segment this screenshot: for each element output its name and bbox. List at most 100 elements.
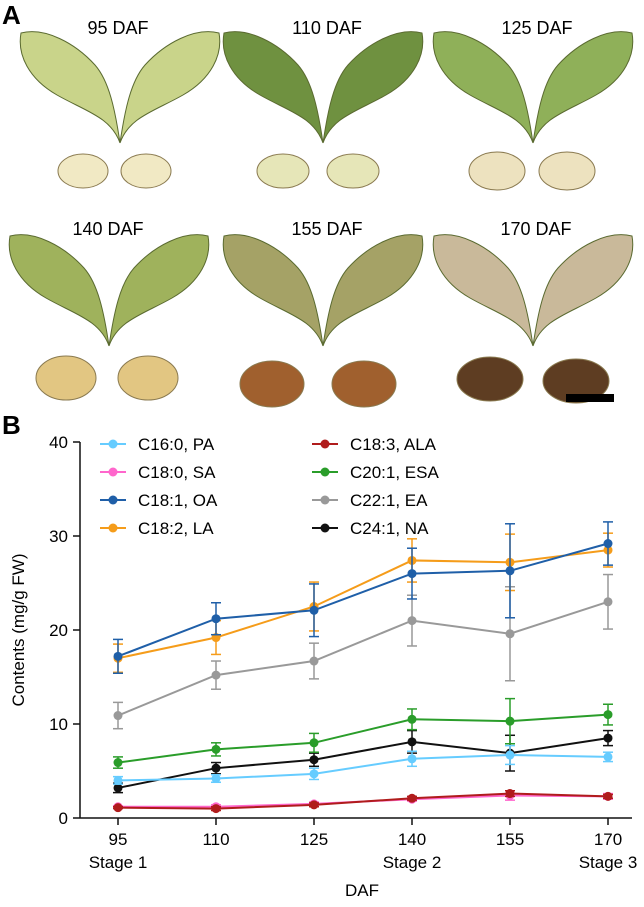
data-point [407,569,417,579]
x-tick-label: 140 [398,830,426,849]
legend-swatch-marker [108,523,118,533]
x-tick-label: 95 [109,830,128,849]
samara-wings [222,234,424,347]
legend-label: C16:0, PA [138,435,215,454]
seed [542,358,610,404]
x-tick-label: 125 [300,830,328,849]
stage-label: Stage 1 [89,853,148,872]
legend-label: C18:2, LA [138,519,214,538]
data-point [407,737,417,747]
specimen-170: 170 DAF [432,219,634,404]
legend-item: C18:1, OA [100,491,218,510]
y-tick-label: 30 [49,527,68,546]
chart-series [113,521,613,814]
series-line [117,542,609,658]
seed [331,360,397,408]
specimen-label: 155 DAF [291,219,362,239]
series-c18-3-ala [113,789,613,814]
data-point [113,651,123,661]
specimen-label: 110 DAF [292,18,362,38]
seed [35,355,97,401]
specimen-125: 125 DAF [432,18,634,191]
seed [456,356,524,402]
stage-label: Stage 2 [383,853,442,872]
legend-swatch-marker [320,523,330,533]
specimen-110: 110 DAF [222,18,424,189]
series-line [117,549,609,660]
samara-wings [432,234,634,347]
legend-item: C18:3, ALA [312,435,437,454]
chart-legend: C16:0, PA C18:0, SA C18:1, OA C18:2, LA C18:… [100,435,439,538]
data-point [309,656,319,666]
data-point [211,744,221,754]
samara-photo-grid: A 95 DAF 110 DAF 125 DAF 140 DAF [2,0,634,408]
data-point [407,754,417,764]
series-line [117,737,609,789]
x-tick-label: 110 [202,830,229,849]
data-point [113,758,123,768]
data-point [603,539,613,549]
series-c24-1-na [113,729,613,794]
seed [120,153,172,189]
specimen-label: 140 DAF [72,219,143,239]
legend-swatch-marker [320,495,330,505]
series-line [117,713,609,764]
stage-label: Stage 3 [579,853,638,872]
legend-swatch-marker [320,439,330,449]
data-point [113,783,123,793]
legend-item: C18:2, LA [100,519,214,538]
legend-swatch-marker [108,495,118,505]
seed [326,153,380,189]
seed [538,151,596,191]
data-point [505,750,515,760]
seed [117,355,179,401]
series-line [117,600,609,717]
panel-b: B 0 10 20 30 40 95 110 125 140 155 170 Stage 1 Stage… [0,410,644,902]
data-point [211,614,221,624]
legend-item: C18:0, SA [100,463,216,482]
seed [468,151,526,191]
legend-label: C20:1, ESA [350,463,439,482]
data-point [211,804,221,814]
specimen-95: 95 DAF [19,18,221,189]
specimen-label: 170 DAF [500,219,571,239]
samara-wings [19,31,221,144]
data-point [309,769,319,779]
y-tick-label: 10 [49,715,68,734]
series-c20-1-esa [113,697,613,769]
y-tick-label: 40 [49,433,68,452]
panel-a-letter: A [2,0,21,30]
data-point [211,670,221,680]
legend-swatch-marker [108,439,118,449]
samara-wings [432,31,634,144]
legend-label: C22:1, EA [350,491,428,510]
x-axis-title: DAF [345,881,379,900]
legend-swatch-marker [320,467,330,477]
series-c16-0-pa [113,744,613,785]
data-point [505,789,515,799]
panel-b-letter: B [2,410,21,440]
series-c18-2-la [113,532,613,674]
panel-a: A 95 DAF 110 DAF 125 DAF 140 DAF [0,0,644,410]
data-point [309,605,319,615]
x-tick-label: 170 [594,830,622,849]
seed [239,360,305,408]
data-point [113,711,123,721]
samara-wings [8,234,210,347]
seed [256,153,310,189]
series-c18-1-oa [113,521,613,674]
samara-wings [222,31,424,144]
data-point [505,629,515,639]
specimen-155: 155 DAF [222,219,424,408]
y-tick-label: 0 [59,809,68,828]
data-point [603,597,613,607]
data-point [505,566,515,576]
data-point [211,774,221,784]
data-point [407,793,417,803]
legend-item: C20:1, ESA [312,463,439,482]
data-point [505,716,515,726]
fatty-acid-chart: B 0 10 20 30 40 95 110 125 140 155 170 Stage 1 Stage… [2,410,638,900]
legend-label: C24:1, NA [350,519,429,538]
legend-label: C18:1, OA [138,491,218,510]
legend-item: C16:0, PA [100,435,215,454]
